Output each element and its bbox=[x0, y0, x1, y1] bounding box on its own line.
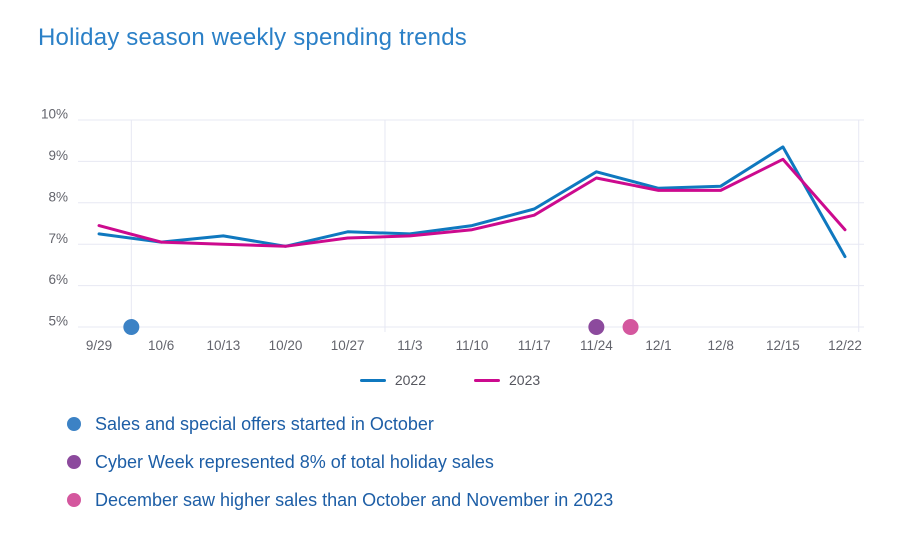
blue-bullet-icon bbox=[67, 417, 81, 431]
legend-label-2022: 2022 bbox=[394, 372, 426, 388]
purple-bullet-icon bbox=[67, 455, 81, 469]
chart-legend: 2022 2023 bbox=[0, 372, 900, 388]
svg-text:5%: 5% bbox=[48, 314, 68, 329]
svg-text:9%: 9% bbox=[48, 148, 68, 163]
svg-text:10/20: 10/20 bbox=[269, 338, 303, 353]
svg-text:12/22: 12/22 bbox=[828, 338, 862, 353]
note-text: December saw higher sales than October a… bbox=[95, 489, 614, 510]
legend-line-icon-2023 bbox=[474, 378, 500, 382]
svg-text:11/17: 11/17 bbox=[518, 338, 551, 353]
page-title: Holiday season weekly spending trends bbox=[38, 24, 467, 51]
svg-text:12/8: 12/8 bbox=[708, 338, 734, 353]
line-chart: 5% 6% 7% 8% 9% 10% 9/29 10/6 10/13 10/20 10/27 11/3… bbox=[41, 107, 864, 353]
svg-text:10/13: 10/13 bbox=[206, 338, 240, 353]
note-text: Sales and special offers started in Octo… bbox=[95, 413, 434, 434]
svg-text:9/29: 9/29 bbox=[86, 338, 112, 353]
svg-text:10/27: 10/27 bbox=[331, 338, 365, 353]
svg-text:8%: 8% bbox=[48, 189, 68, 204]
svg-text:11/3: 11/3 bbox=[397, 338, 422, 353]
svg-text:7%: 7% bbox=[48, 231, 68, 246]
annotation-list: Sales and special offers started in Octo… bbox=[67, 412, 613, 526]
legend-item-2023[interactable]: 2023 bbox=[474, 372, 540, 388]
svg-text:12/1: 12/1 bbox=[645, 338, 671, 353]
note-item: Cyber Week represented 8% of total holid… bbox=[67, 450, 613, 474]
note-item: Sales and special offers started in Octo… bbox=[67, 412, 613, 436]
legend-item-2022[interactable]: 2022 bbox=[359, 372, 426, 388]
svg-text:10%: 10% bbox=[41, 107, 68, 122]
svg-text:10/6: 10/6 bbox=[148, 338, 174, 353]
legend-line-icon-2022 bbox=[359, 378, 386, 382]
note-text: Cyber Week represented 8% of total holid… bbox=[95, 451, 494, 472]
pink-bullet-icon bbox=[67, 493, 81, 507]
legend-label-2023: 2023 bbox=[509, 372, 541, 388]
svg-text:11/24: 11/24 bbox=[580, 338, 613, 353]
svg-text:6%: 6% bbox=[48, 272, 68, 287]
svg-text:11/10: 11/10 bbox=[456, 338, 489, 353]
note-item: December saw higher sales than October a… bbox=[67, 488, 613, 512]
svg-text:12/15: 12/15 bbox=[766, 338, 800, 353]
